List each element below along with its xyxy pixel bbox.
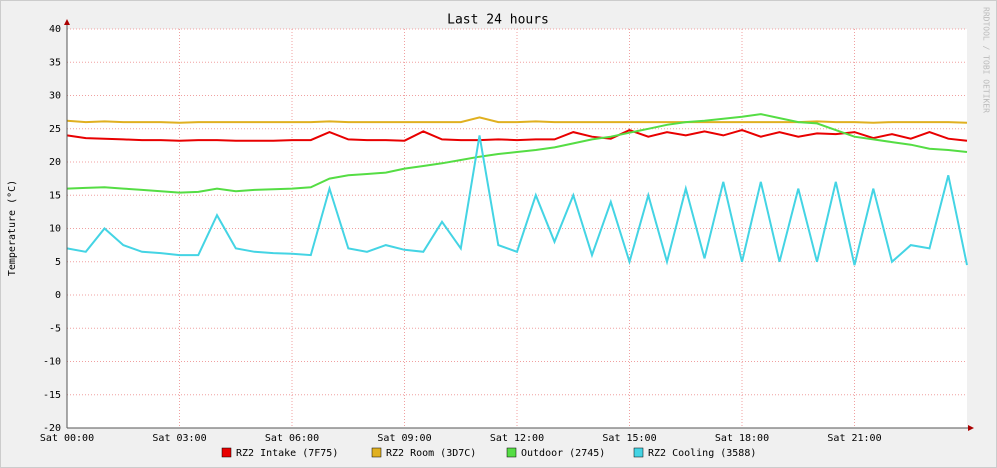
- y-tick-label: -20: [43, 423, 61, 434]
- y-tick-label: 15: [49, 190, 61, 201]
- legend-label: RZ2 Cooling (3588): [648, 448, 756, 459]
- legend-swatch: [506, 447, 517, 458]
- x-tick-label: Sat 18:00: [715, 433, 769, 444]
- y-tick-label: 25: [49, 124, 61, 135]
- x-tick-label: Sat 09:00: [377, 433, 431, 444]
- legend-label: RZ2 Intake (7F75): [236, 448, 338, 459]
- y-tick-label: 0: [55, 290, 61, 301]
- grid: -20 -15 -10 -5 0 5 10 15 20 25 30 35 40 Sat 00:00 Sat …: [40, 24, 967, 444]
- x-arrow: [968, 425, 974, 431]
- series-line: [66, 129, 968, 142]
- legend-swatch: [633, 447, 644, 458]
- series-line: [66, 113, 968, 194]
- legend-swatch: [371, 447, 382, 458]
- lines: [66, 113, 968, 266]
- y-tick-label: 40: [49, 24, 61, 35]
- legend-label: Outdoor (2745): [521, 448, 605, 459]
- series-line: [66, 116, 968, 124]
- y-tick-label: 30: [49, 91, 61, 102]
- legend-swatch: [221, 447, 232, 458]
- y-tick-label: -15: [43, 390, 61, 401]
- series-line: [66, 135, 968, 266]
- y-tick-label: -5: [49, 323, 61, 334]
- x-tick-label: Sat 06:00: [265, 433, 319, 444]
- x-tick-label: Sat 00:00: [40, 433, 94, 444]
- x-tick-label: Sat 03:00: [152, 433, 206, 444]
- y-tick-label: 20: [49, 157, 61, 168]
- x-tick-label: Sat 21:00: [827, 433, 881, 444]
- y-tick-label: 35: [49, 57, 61, 68]
- legend: RZ2 Intake (7F75) RZ2 Room (3D7C) Outdoor …: [221, 447, 756, 459]
- y-tick-label: -10: [43, 357, 61, 368]
- chart-title: Last 24 hours: [447, 13, 549, 28]
- legend-label: RZ2 Room (3D7C): [386, 448, 476, 459]
- y-tick-label: 5: [55, 257, 61, 268]
- x-tick-label: Sat 15:00: [602, 433, 656, 444]
- watermark: RRDTOOL / TOBI OETIKER: [982, 7, 991, 113]
- y-tick-label: 10: [49, 224, 61, 235]
- y-axis-label: Temperature (°C): [7, 180, 18, 276]
- y-arrow: [64, 19, 70, 25]
- x-tick-label: Sat 12:00: [490, 433, 544, 444]
